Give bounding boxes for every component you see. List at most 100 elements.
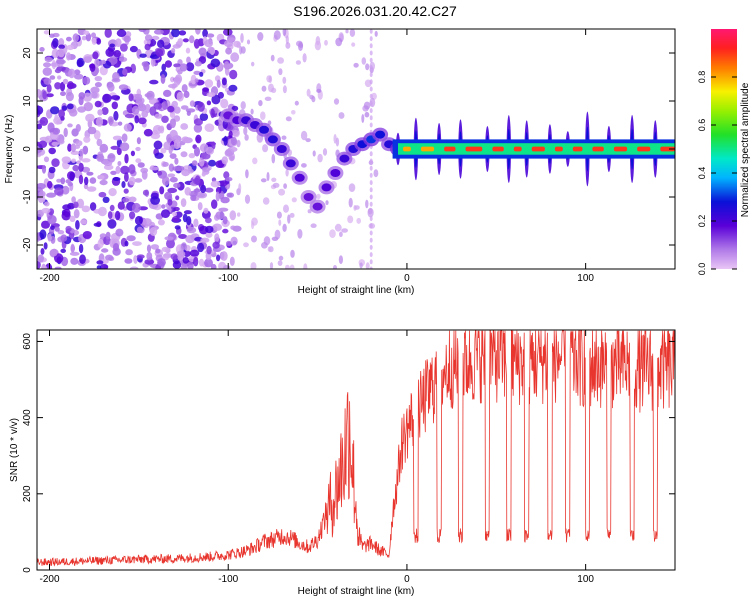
noise-blob bbox=[179, 63, 188, 72]
noise-blob bbox=[329, 229, 336, 239]
noise-blob bbox=[197, 202, 203, 211]
noise-blob bbox=[51, 248, 58, 257]
noise-blob bbox=[171, 47, 176, 54]
noise-blob bbox=[204, 79, 214, 88]
noise-blob bbox=[243, 242, 249, 248]
noise-blob bbox=[101, 59, 106, 65]
noise-blob bbox=[54, 266, 62, 269]
ridge-point bbox=[276, 145, 287, 153]
noise-blob bbox=[180, 105, 189, 110]
noise-blob bbox=[322, 148, 328, 156]
noise-blob bbox=[39, 116, 49, 126]
noise-blob bbox=[121, 133, 128, 142]
noise-blob bbox=[139, 53, 147, 58]
noise-blob bbox=[131, 202, 141, 213]
noise-blob bbox=[236, 42, 241, 49]
noise-blob bbox=[41, 207, 51, 214]
noise-blob bbox=[188, 82, 198, 87]
noise-blob bbox=[369, 216, 373, 222]
ridge-point bbox=[259, 125, 269, 134]
noise-blob bbox=[200, 237, 210, 243]
noise-blob bbox=[155, 48, 164, 58]
noise-blob bbox=[126, 235, 136, 242]
noise-blob bbox=[193, 38, 200, 49]
noise-blob bbox=[117, 121, 123, 126]
noise-blob bbox=[60, 91, 66, 97]
noise-blob bbox=[290, 249, 295, 258]
noise-blob bbox=[369, 237, 373, 243]
noise-blob bbox=[85, 113, 95, 123]
noise-blob bbox=[93, 222, 102, 227]
noise-blob bbox=[104, 29, 112, 38]
noise-blob bbox=[258, 100, 263, 107]
noise-blob bbox=[67, 143, 72, 152]
noise-blob bbox=[118, 84, 129, 91]
noise-blob bbox=[51, 48, 59, 59]
noise-blob bbox=[166, 238, 175, 249]
noise-blob bbox=[149, 227, 158, 236]
noise-blob bbox=[149, 79, 159, 85]
noise-blob bbox=[157, 170, 163, 176]
noise-blob bbox=[230, 52, 240, 63]
noise-blob bbox=[37, 183, 46, 190]
noise-blob bbox=[67, 81, 74, 90]
noise-blob bbox=[43, 30, 50, 35]
noise-blob bbox=[79, 148, 84, 157]
noise-blob bbox=[152, 124, 163, 135]
noise-blob bbox=[41, 265, 48, 269]
noise-blob bbox=[136, 254, 145, 259]
noise-blob bbox=[203, 207, 209, 214]
noise-blob bbox=[238, 183, 242, 193]
spectrogram-x-axis-label: Height of straight line (km) bbox=[298, 285, 415, 296]
x-tick-label: -200 bbox=[40, 574, 60, 585]
noise-blob bbox=[97, 109, 103, 116]
noise-blob bbox=[175, 195, 180, 201]
noise-blob bbox=[161, 209, 170, 219]
noise-blob bbox=[47, 233, 52, 242]
spectrogram-image bbox=[37, 29, 675, 269]
noise-blob bbox=[169, 176, 178, 183]
noise-blob bbox=[220, 251, 228, 261]
noise-blob bbox=[37, 105, 44, 115]
noise-blob bbox=[135, 158, 142, 164]
noise-blob bbox=[273, 30, 281, 40]
noise-blob bbox=[167, 187, 178, 194]
noise-blob bbox=[300, 130, 308, 141]
noise-blob bbox=[69, 251, 80, 256]
noise-blob bbox=[230, 236, 238, 246]
noise-blob bbox=[365, 262, 370, 269]
noise-blob bbox=[223, 171, 230, 179]
noise-blob bbox=[359, 262, 363, 269]
noise-blob bbox=[199, 143, 209, 153]
noise-blob bbox=[105, 254, 114, 261]
noise-blob bbox=[267, 246, 272, 252]
noise-blob bbox=[40, 196, 46, 203]
snr-frame bbox=[36, 329, 676, 571]
noise-blob bbox=[282, 76, 287, 84]
noise-blob bbox=[80, 219, 87, 225]
noise-blob bbox=[224, 177, 233, 182]
noise-blob bbox=[210, 58, 221, 68]
noise-blob bbox=[61, 156, 71, 164]
noise-blob bbox=[94, 67, 100, 74]
noise-blob bbox=[208, 159, 216, 167]
noise-blob bbox=[70, 257, 79, 265]
noise-blob bbox=[251, 61, 255, 67]
noise-blob bbox=[218, 207, 229, 212]
noise-blob bbox=[117, 201, 125, 210]
noise-blob bbox=[67, 182, 73, 187]
noise-blob bbox=[263, 236, 271, 246]
x-tick-label: 0 bbox=[404, 574, 410, 585]
noise-blob bbox=[41, 164, 47, 174]
noise-blob bbox=[187, 261, 194, 269]
noise-blob bbox=[162, 175, 170, 186]
noise-blob bbox=[61, 185, 70, 195]
noise-blob bbox=[81, 35, 87, 41]
noise-blob bbox=[69, 171, 75, 182]
noise-blob bbox=[264, 96, 272, 102]
noise-blob bbox=[205, 231, 213, 238]
noise-blob bbox=[111, 101, 119, 110]
noise-blob bbox=[212, 241, 220, 249]
noise-blob bbox=[369, 86, 373, 92]
